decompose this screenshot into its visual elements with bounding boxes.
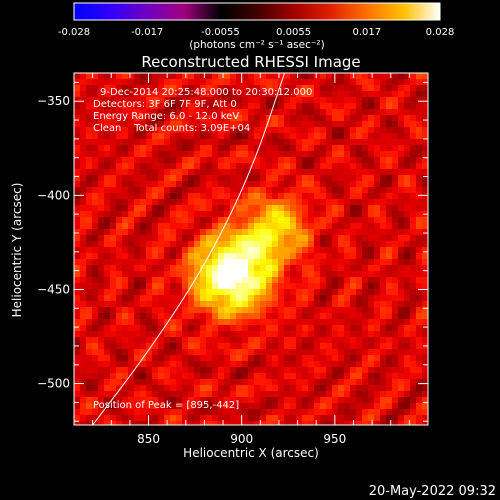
colorbar-tick-label: 0.0055 bbox=[276, 27, 311, 38]
colorbar-tick-label: -0.017 bbox=[131, 27, 163, 38]
y-axis: −350 −400 −450 −500 bbox=[37, 81, 428, 422]
y-axis-label: Heliocentric Y (arcsec) bbox=[10, 183, 24, 318]
solar-limb-curve bbox=[92, 73, 286, 425]
x-tick-label: 850 bbox=[137, 432, 160, 446]
x-axis-label: Heliocentric X (arcsec) bbox=[183, 446, 319, 460]
y-tick-label: −350 bbox=[37, 94, 70, 108]
x-axis: 850 900 950 bbox=[73, 73, 429, 446]
colorbar: -0.028 -0.017 -0.0055 0.0055 0.017 0.028 (pho… bbox=[58, 2, 454, 51]
y-tick-label: −450 bbox=[37, 282, 70, 296]
peak-position-label: Position of Peak = [895,-442] bbox=[93, 400, 239, 411]
heatmap-image bbox=[74, 73, 428, 425]
colorbar-ticks: -0.028 -0.017 -0.0055 0.0055 0.017 0.028 bbox=[58, 27, 454, 38]
chart-title: Reconstructed RHESSI Image bbox=[141, 53, 360, 71]
footer-date: 20-May-2022 09:32 bbox=[369, 484, 496, 499]
y-tick-label: −400 bbox=[37, 188, 70, 202]
colorbar-unit-label: (photons cm⁻² s⁻¹ asec⁻²) bbox=[189, 39, 324, 51]
colorbar-tick-label: -0.0055 bbox=[201, 27, 240, 38]
colorbar-gradient bbox=[73, 2, 441, 21]
annotation-detectors: Detectors: 3F 6F 7F 9F, Att 0 bbox=[93, 99, 237, 110]
annotation-time-range: 9-Dec-2014 20:25:48.000 to 20:30:12.000 bbox=[100, 87, 312, 98]
annotation-block: 9-Dec-2014 20:25:48.000 to 20:30:12.000 … bbox=[93, 87, 312, 134]
colorbar-tick-label: 0.028 bbox=[426, 27, 455, 38]
plot-area bbox=[74, 73, 428, 425]
annotation-clean-counts: Clean Total counts: 3.09E+04 bbox=[93, 123, 250, 134]
x-tick-label: 950 bbox=[323, 432, 346, 446]
annotation-energy-range: Energy Range: 6.0 - 12.0 keV bbox=[93, 111, 239, 122]
y-tick-label: −500 bbox=[37, 377, 70, 391]
plot-frame bbox=[73, 72, 429, 426]
colorbar-tick-label: -0.028 bbox=[58, 27, 90, 38]
x-tick-label: 900 bbox=[230, 432, 253, 446]
colorbar-tick-label: 0.017 bbox=[352, 27, 381, 38]
